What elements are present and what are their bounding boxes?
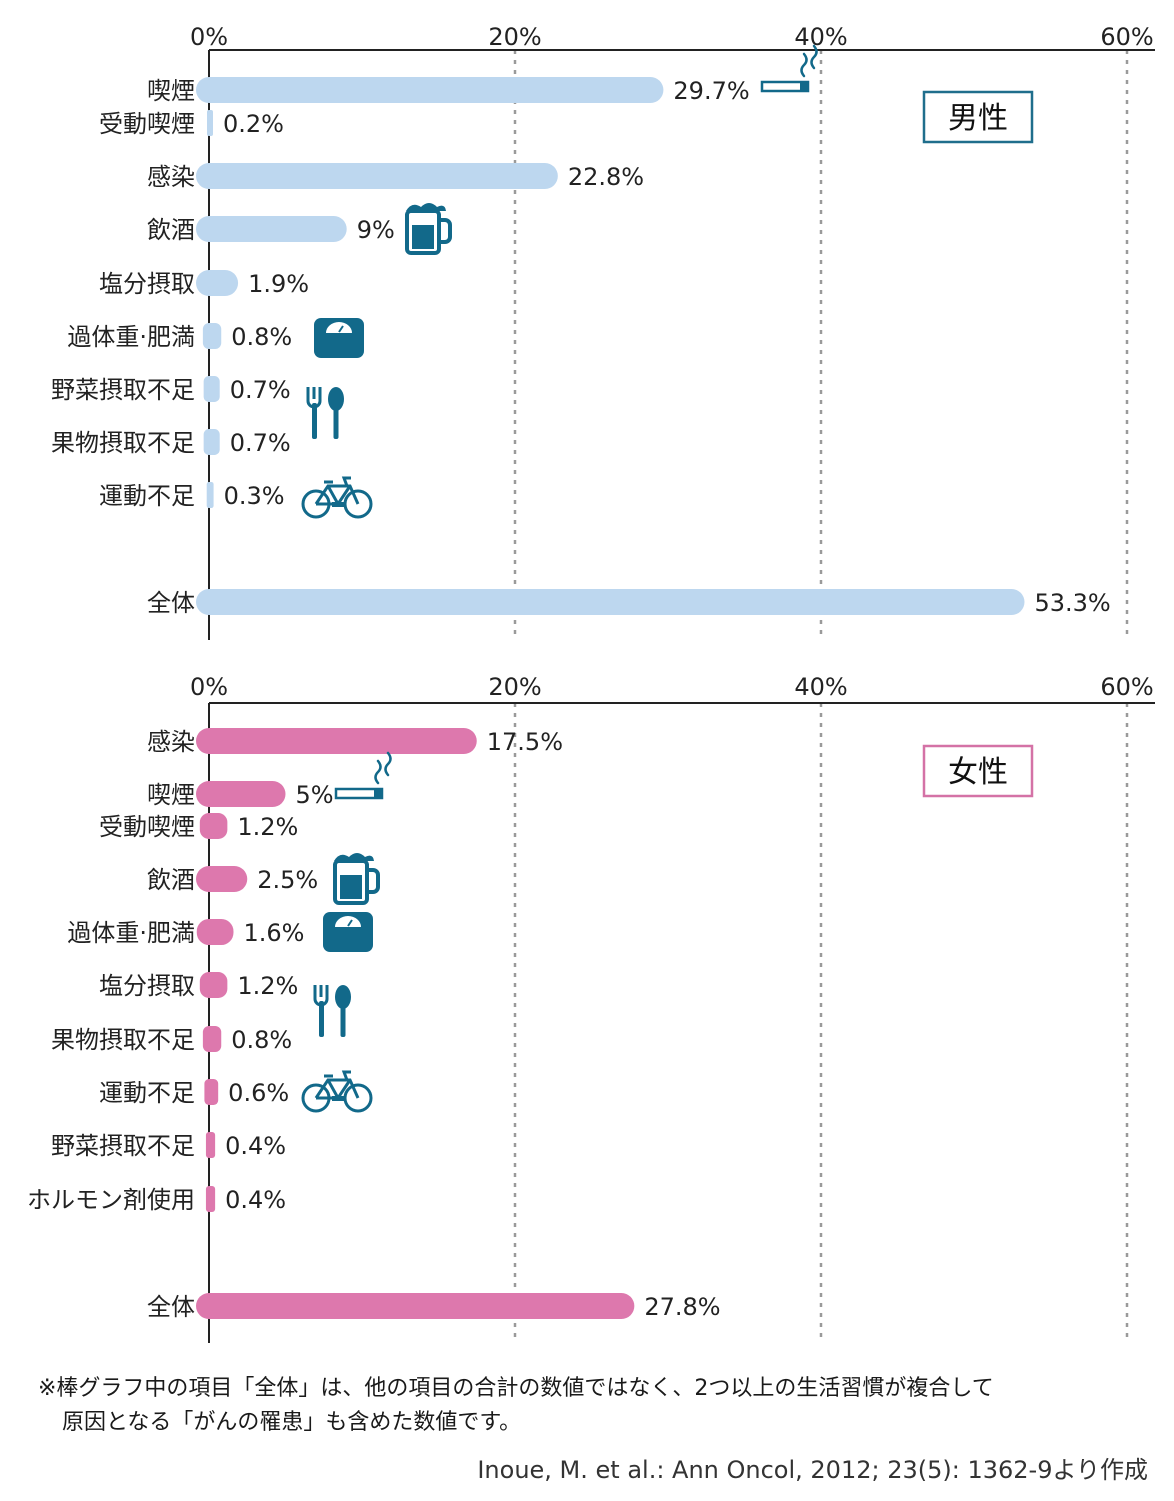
bar xyxy=(196,1293,635,1319)
category-label: 野菜摂取不足 xyxy=(51,1132,195,1160)
category-label: 運動不足 xyxy=(99,482,195,510)
value-label: 0.4% xyxy=(225,1132,286,1160)
category-label: 果物摂取不足 xyxy=(51,429,195,457)
category-label: 過体重·肥満 xyxy=(67,919,195,947)
bar xyxy=(205,1186,216,1212)
cigarette-icon xyxy=(334,751,392,800)
bar xyxy=(203,376,220,402)
value-label: 0.6% xyxy=(228,1079,289,1107)
value-label: 53.3% xyxy=(1034,589,1110,617)
bar xyxy=(196,728,477,754)
value-label: 0.8% xyxy=(231,323,292,351)
x-tick-label: 20% xyxy=(488,673,541,701)
category-label: 全体 xyxy=(147,1293,195,1321)
fork-spoon-icon xyxy=(306,387,344,439)
category-label: 果物摂取不足 xyxy=(51,1026,195,1054)
category-label: 感染 xyxy=(147,728,195,756)
category-label: 喫煙 xyxy=(147,781,195,809)
bar xyxy=(196,163,558,189)
bar xyxy=(196,589,1025,615)
source-citation: Inoue, M. et al.: Ann Oncol, 2012; 23(5)… xyxy=(477,1456,1148,1484)
category-label: 喫煙 xyxy=(147,77,195,105)
x-tick-label: 40% xyxy=(794,673,847,701)
value-label: 27.8% xyxy=(644,1293,720,1321)
category-label: 野菜摂取不足 xyxy=(51,376,195,404)
category-label: 塩分摂取 xyxy=(99,972,195,1000)
chart-canvas: 0% 20% 40% 60% 喫煙 29.7% 受動喫煙 0.2% 感染 22.8% 飲酒 9% 塩分摂… xyxy=(27,23,1155,1343)
value-label: 9% xyxy=(357,216,395,244)
x-tick-label: 40% xyxy=(794,23,847,51)
bar xyxy=(199,972,228,998)
bar xyxy=(196,919,234,945)
value-label: 2.5% xyxy=(257,866,318,894)
bar xyxy=(196,270,239,296)
x-tick-label: 0% xyxy=(190,673,228,701)
value-label: 0.8% xyxy=(231,1026,292,1054)
value-label: 0.7% xyxy=(230,429,291,457)
gender-badge: 男性 xyxy=(922,90,1034,144)
category-label: 感染 xyxy=(147,163,195,191)
value-label: 0.2% xyxy=(223,110,284,138)
category-label: ホルモン剤使用 xyxy=(27,1186,195,1214)
value-label: 1.2% xyxy=(237,813,298,841)
category-label: 飲酒 xyxy=(147,216,195,244)
bicycle-icon xyxy=(301,476,373,519)
bicycle-icon xyxy=(301,1070,373,1113)
gender-badge-label: 男性 xyxy=(948,101,1008,136)
value-label: 0.7% xyxy=(230,376,291,404)
value-label: 0.4% xyxy=(225,1186,286,1214)
beer-mug-icon xyxy=(333,853,380,905)
panel-male: 0% 20% 40% 60% 喫煙 29.7% 受動喫煙 0.2% 感染 22.8% 飲酒 9% 塩分摂… xyxy=(51,23,1155,640)
value-label: 1.2% xyxy=(237,972,298,1000)
value-label: 1.9% xyxy=(248,270,309,298)
x-tick-label: 0% xyxy=(190,23,228,51)
cigarette-icon xyxy=(760,44,818,93)
weighing-scale-icon xyxy=(323,912,373,952)
category-label: 全体 xyxy=(147,589,195,617)
footnote-line-1: ※棒グラフ中の項目「全体」は、他の項目の合計の数値ではなく、2つ以上の生活習慣が… xyxy=(38,1376,994,1401)
bar xyxy=(203,429,220,455)
category-label: 飲酒 xyxy=(147,866,195,894)
x-tick-label: 60% xyxy=(1100,673,1153,701)
category-label: 過体重·肥満 xyxy=(67,323,195,351)
bar xyxy=(205,1132,216,1158)
bar xyxy=(204,1079,219,1105)
value-label: 1.6% xyxy=(243,919,304,947)
bar xyxy=(196,216,347,242)
weighing-scale-icon xyxy=(314,318,364,358)
bar xyxy=(207,110,213,136)
value-label: 5% xyxy=(296,781,334,809)
value-label: 22.8% xyxy=(568,163,644,191)
bar xyxy=(202,323,222,349)
category-label: 塩分摂取 xyxy=(99,270,195,298)
gender-badge-label: 女性 xyxy=(948,755,1008,790)
bar xyxy=(206,482,214,508)
bar xyxy=(199,813,228,839)
bar xyxy=(196,781,286,807)
bar xyxy=(196,866,248,892)
category-label: 受動喫煙 xyxy=(99,813,195,841)
x-tick-label: 20% xyxy=(488,23,541,51)
footnote-line-2: 原因となる「がんの罹患」も含めた数値です。 xyxy=(62,1410,522,1435)
value-label: 17.5% xyxy=(487,728,563,756)
value-label: 29.7% xyxy=(673,77,749,105)
category-label: 運動不足 xyxy=(99,1079,195,1107)
value-label: 0.3% xyxy=(224,482,285,510)
beer-mug-icon xyxy=(405,203,452,255)
fork-spoon-icon xyxy=(313,985,351,1037)
panel-female: 0% 20% 40% 60% 感染 17.5% 喫煙 5% 受動喫煙 1.2% 飲酒 2.5% 過体重·… xyxy=(27,673,1155,1343)
category-label: 受動喫煙 xyxy=(99,110,195,138)
bar xyxy=(196,77,664,103)
bar xyxy=(202,1026,222,1052)
gender-badge: 女性 xyxy=(922,744,1034,798)
x-tick-label: 60% xyxy=(1100,23,1153,51)
